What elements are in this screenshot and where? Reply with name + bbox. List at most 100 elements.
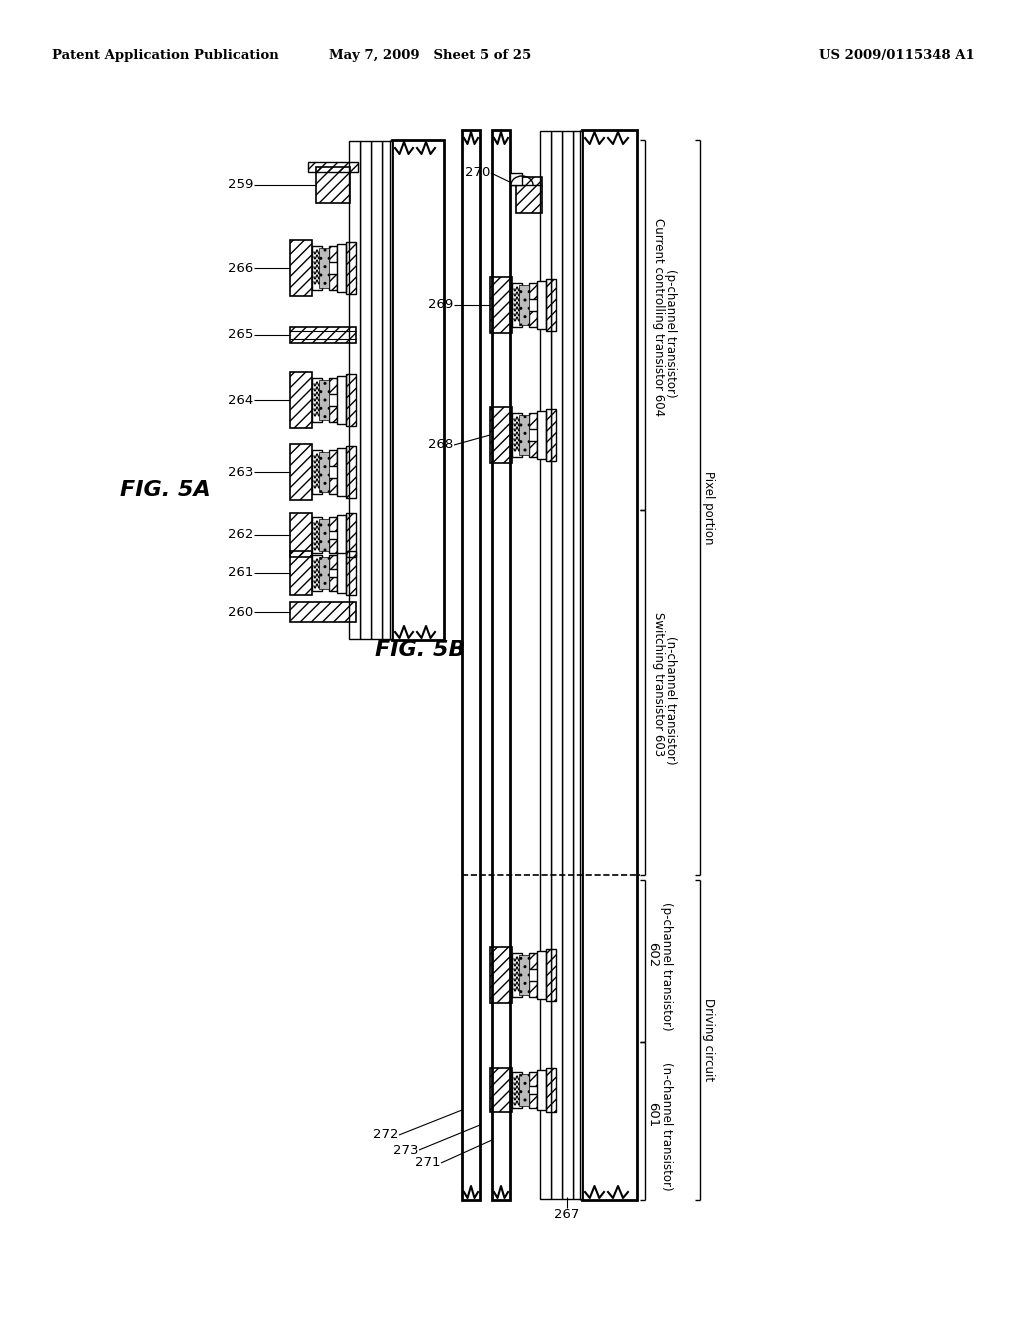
Bar bbox=[319, 557, 329, 589]
Text: 261: 261 bbox=[227, 566, 253, 579]
Text: (n-channel transistor): (n-channel transistor) bbox=[659, 1061, 673, 1191]
Text: May 7, 2009   Sheet 5 of 25: May 7, 2009 Sheet 5 of 25 bbox=[329, 49, 531, 62]
Bar bbox=[308, 162, 358, 172]
Bar bbox=[312, 517, 322, 553]
Bar bbox=[546, 279, 556, 331]
Text: Current controlling transistor 604: Current controlling transistor 604 bbox=[651, 218, 665, 416]
Bar bbox=[329, 407, 337, 422]
Bar bbox=[316, 168, 350, 203]
Bar bbox=[551, 131, 562, 1199]
Bar bbox=[337, 376, 346, 424]
Text: 260: 260 bbox=[227, 606, 253, 619]
Bar bbox=[312, 450, 322, 494]
Bar bbox=[492, 129, 510, 1200]
Text: (p-channel transistor): (p-channel transistor) bbox=[664, 269, 677, 397]
Bar bbox=[312, 378, 322, 422]
Bar bbox=[329, 246, 337, 261]
Bar bbox=[346, 374, 356, 426]
Text: 264: 264 bbox=[227, 393, 253, 407]
Bar bbox=[329, 450, 337, 466]
Bar bbox=[290, 602, 356, 622]
Text: 268: 268 bbox=[428, 438, 453, 451]
Text: 259: 259 bbox=[227, 178, 253, 191]
Bar bbox=[529, 413, 537, 429]
Bar bbox=[329, 539, 337, 553]
Bar bbox=[519, 1074, 529, 1106]
Bar bbox=[512, 1072, 522, 1107]
Bar bbox=[346, 550, 356, 595]
Bar bbox=[529, 1094, 537, 1107]
Bar bbox=[529, 282, 537, 300]
Bar bbox=[490, 407, 512, 463]
Bar bbox=[537, 950, 546, 999]
Bar bbox=[490, 946, 512, 1003]
Text: 271: 271 bbox=[415, 1156, 440, 1170]
Text: 602: 602 bbox=[646, 942, 659, 968]
Bar bbox=[337, 553, 346, 593]
Text: 265: 265 bbox=[227, 329, 253, 342]
Text: 262: 262 bbox=[227, 528, 253, 541]
Bar bbox=[346, 513, 356, 557]
Bar bbox=[360, 141, 371, 639]
Bar bbox=[546, 1068, 556, 1111]
Bar bbox=[529, 441, 537, 457]
Bar bbox=[519, 285, 529, 325]
Bar bbox=[319, 519, 329, 550]
Bar bbox=[529, 981, 537, 997]
Text: Switching transistor 603: Switching transistor 603 bbox=[651, 612, 665, 756]
Bar bbox=[462, 129, 480, 1200]
Bar bbox=[290, 550, 312, 595]
Bar bbox=[529, 312, 537, 327]
Bar bbox=[537, 411, 546, 459]
Bar bbox=[537, 1071, 546, 1110]
Text: Driving circuit: Driving circuit bbox=[701, 998, 715, 1081]
Text: 270: 270 bbox=[465, 166, 490, 180]
Bar bbox=[537, 281, 546, 329]
Bar bbox=[392, 140, 444, 640]
Bar bbox=[346, 242, 356, 294]
Text: (p-channel transistor): (p-channel transistor) bbox=[659, 902, 673, 1031]
Text: (n-channel transistor): (n-channel transistor) bbox=[664, 636, 677, 764]
Bar bbox=[290, 327, 356, 343]
Text: 269: 269 bbox=[428, 298, 453, 312]
Bar bbox=[329, 478, 337, 494]
Bar bbox=[573, 131, 582, 1199]
Bar bbox=[290, 240, 312, 296]
Bar bbox=[529, 1072, 537, 1086]
Bar bbox=[312, 246, 322, 290]
Bar bbox=[510, 173, 522, 185]
Text: Pixel portion: Pixel portion bbox=[701, 471, 715, 544]
Bar bbox=[512, 282, 522, 327]
Bar bbox=[546, 949, 556, 1001]
Bar bbox=[512, 413, 522, 457]
Text: 266: 266 bbox=[227, 261, 253, 275]
Bar bbox=[337, 447, 346, 496]
Bar bbox=[329, 554, 337, 569]
Bar bbox=[546, 409, 556, 461]
Bar bbox=[512, 953, 522, 997]
Bar bbox=[519, 414, 529, 455]
Bar bbox=[562, 131, 573, 1199]
Bar bbox=[382, 141, 392, 639]
Text: 272: 272 bbox=[373, 1129, 398, 1142]
Bar bbox=[346, 446, 356, 498]
Bar bbox=[319, 380, 329, 420]
Bar bbox=[329, 577, 337, 591]
Bar bbox=[337, 515, 346, 554]
Bar bbox=[582, 129, 637, 1200]
Bar bbox=[329, 275, 337, 290]
Bar bbox=[329, 378, 337, 393]
Text: 263: 263 bbox=[227, 466, 253, 479]
Bar bbox=[319, 248, 329, 288]
Bar bbox=[329, 517, 337, 531]
Bar bbox=[290, 513, 312, 557]
Bar bbox=[371, 141, 382, 639]
Text: FIG. 5B: FIG. 5B bbox=[375, 640, 465, 660]
Bar bbox=[349, 141, 360, 639]
Text: FIG. 5A: FIG. 5A bbox=[120, 480, 210, 500]
Text: 601: 601 bbox=[646, 1102, 659, 1127]
Text: 273: 273 bbox=[392, 1143, 418, 1156]
Bar bbox=[529, 953, 537, 969]
Bar bbox=[490, 277, 512, 333]
Bar bbox=[290, 372, 312, 428]
